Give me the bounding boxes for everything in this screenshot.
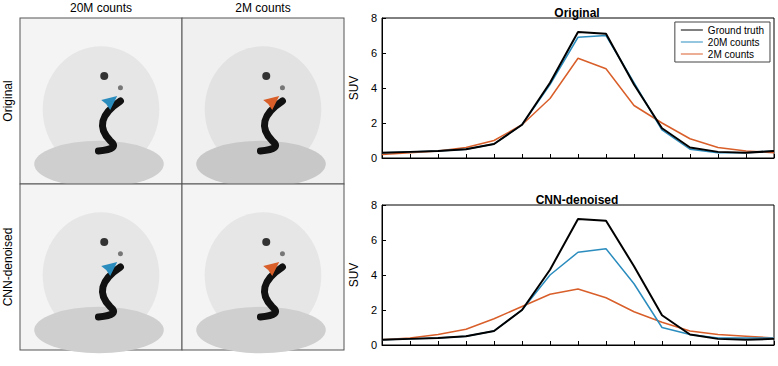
svg-text:Original: Original <box>1 80 15 121</box>
svg-text:8: 8 <box>371 199 377 211</box>
svg-text:Original: Original <box>554 6 599 20</box>
svg-text:0: 0 <box>371 339 377 351</box>
svg-text:2: 2 <box>371 304 377 316</box>
svg-text:20M counts: 20M counts <box>70 1 132 15</box>
svg-text:Ground truth: Ground truth <box>708 25 764 36</box>
svg-text:8: 8 <box>371 12 377 24</box>
svg-text:SUV: SUV <box>347 263 361 288</box>
svg-text:CNN-denoised: CNN-denoised <box>536 193 619 207</box>
svg-text:6: 6 <box>371 47 377 59</box>
svg-text:CNN-denoised: CNN-denoised <box>1 228 15 307</box>
svg-text:6: 6 <box>371 234 377 246</box>
svg-text:0: 0 <box>371 152 377 164</box>
svg-text:2M counts: 2M counts <box>708 49 754 60</box>
svg-text:20M counts: 20M counts <box>708 37 760 48</box>
svg-text:4: 4 <box>371 82 377 94</box>
svg-text:4: 4 <box>371 269 377 281</box>
svg-text:2M counts: 2M counts <box>235 1 290 15</box>
svg-text:2: 2 <box>371 117 377 129</box>
svg-text:SUV: SUV <box>347 76 361 101</box>
